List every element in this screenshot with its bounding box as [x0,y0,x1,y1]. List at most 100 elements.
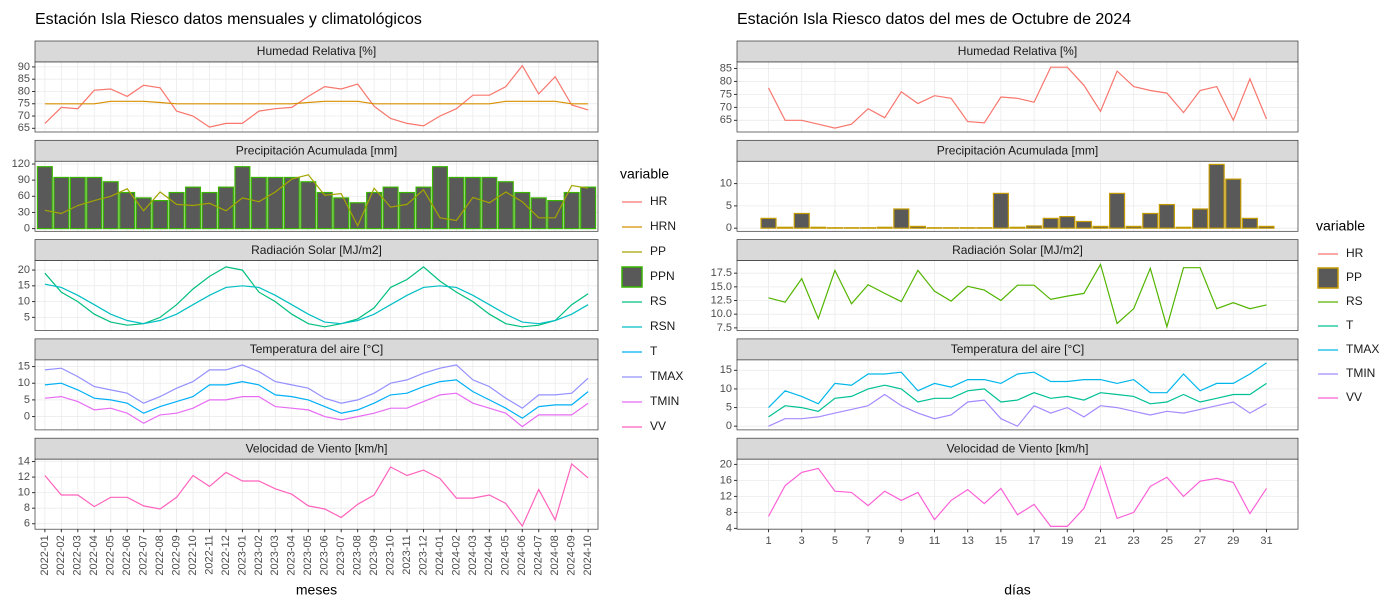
x-tick-label: 2022-09 [170,535,182,575]
x-tick-label: 2023-06 [319,535,331,575]
x-tick-label: 2023-02 [253,535,265,575]
y-tick-label: 16 [720,474,732,486]
legend-label: PP [650,244,666,258]
y-tick-label: 75 [720,88,732,100]
x-tick-label: 17 [1028,535,1040,547]
y-tick-label: 20 [720,458,732,470]
y-tick-label: 12.5 [711,294,732,306]
bar [794,213,809,228]
y-tick-label: 120 [12,158,30,170]
x-tick-label: 2022-12 [220,535,232,575]
x-tick-label: 2024-10 [582,535,594,575]
x-tick-label: 27 [1194,535,1206,547]
y-tick-label: 17.5 [711,267,732,279]
bar [498,182,513,229]
x-tick-label: 7 [865,535,871,547]
x-tick-label: 2023-07 [335,535,347,575]
y-tick-label: 10 [720,177,732,189]
legend-label: T [1346,318,1354,332]
y-tick-label: 0 [24,410,30,422]
x-tick-label: 2022-05 [105,535,117,575]
y-tick-label: 15.0 [711,281,732,293]
legend-label: PPN [650,269,675,283]
x-tick-label: 2022-01 [39,535,51,575]
panel-title: Radiación Solar [MJ/m2] [952,243,1083,257]
y-tick-label: 10.0 [711,308,732,320]
bar [1027,226,1042,228]
y-tick-label: 30 [18,206,30,218]
bar [1060,217,1075,229]
panel-title: Precipitación Acumulada [mm] [236,143,397,157]
x-tick-label: 13 [962,535,974,547]
bar [416,187,431,228]
x-tick-label: 2023-04 [286,535,298,575]
y-tick-label: 10 [18,377,30,389]
x-tick-label: 2024-08 [549,535,561,575]
bar [778,227,793,228]
bar [761,218,776,228]
x-tick-label: 2023-05 [302,535,314,575]
bar [564,193,579,229]
bar [37,167,52,229]
bar [120,193,135,229]
x-tick-label: 2024-05 [500,535,512,575]
bar [548,201,563,229]
x-tick-label: 2024-04 [483,535,495,575]
x-tick-label: 2023-09 [368,535,380,575]
bar [1126,226,1141,228]
bar [433,167,448,229]
panel-title: Humedad Relativa [%] [958,44,1077,58]
bar [153,201,168,229]
panel-title: Humedad Relativa [%] [257,44,376,58]
legend-label: RSN [650,319,675,333]
y-tick-label: 5 [726,401,732,413]
bar [1143,213,1158,228]
legend-key [1318,268,1338,288]
bar [1209,164,1224,228]
x-tick-label: 25 [1161,535,1173,547]
bar [910,226,925,228]
bar [993,193,1008,228]
y-tick-label: 12 [720,490,732,502]
bar [202,193,217,229]
x-tick-label: 2023-11 [401,535,413,575]
y-tick-label: 5 [726,200,732,212]
y-tick-label: 85 [720,62,732,74]
legend-key [622,267,642,287]
bar [186,187,201,228]
bar [136,198,151,229]
y-tick-label: 80 [720,75,732,87]
bar [811,227,826,228]
bar [1259,226,1274,228]
legend-label: PP [1346,270,1362,284]
legend-label: TMIN [650,394,679,408]
x-tick-label: 2022-10 [187,535,199,575]
chart-title: Estación Isla Riesco datos mensuales y c… [35,11,422,28]
bar [1226,179,1241,228]
y-tick-label: 6 [24,518,30,530]
y-tick-label: 0 [726,420,732,432]
y-tick-label: 65 [18,122,30,134]
y-tick-label: 14 [18,455,30,467]
bar [1093,226,1108,228]
x-tick-label: 2022-03 [72,535,84,575]
legend-label: VV [1346,390,1362,404]
panel-title: Temperatura del aire [°C] [250,342,384,356]
x-tick-label: 31 [1260,535,1272,547]
legend-label: HRN [650,219,676,233]
panel [35,459,598,529]
bar [54,177,69,228]
bar [103,182,118,229]
legend-label: T [650,344,658,358]
bar [1043,218,1058,228]
x-tick-label: 2023-08 [352,535,364,575]
y-tick-label: 5 [24,311,30,323]
x-tick-label: 19 [1061,535,1073,547]
x-tick-label: 2023-03 [269,535,281,575]
panel [35,62,598,132]
y-tick-label: 15 [18,360,30,372]
y-tick-label: 7.5 [717,322,732,334]
x-tick-label: 2022-06 [121,535,133,575]
bar [465,177,480,228]
